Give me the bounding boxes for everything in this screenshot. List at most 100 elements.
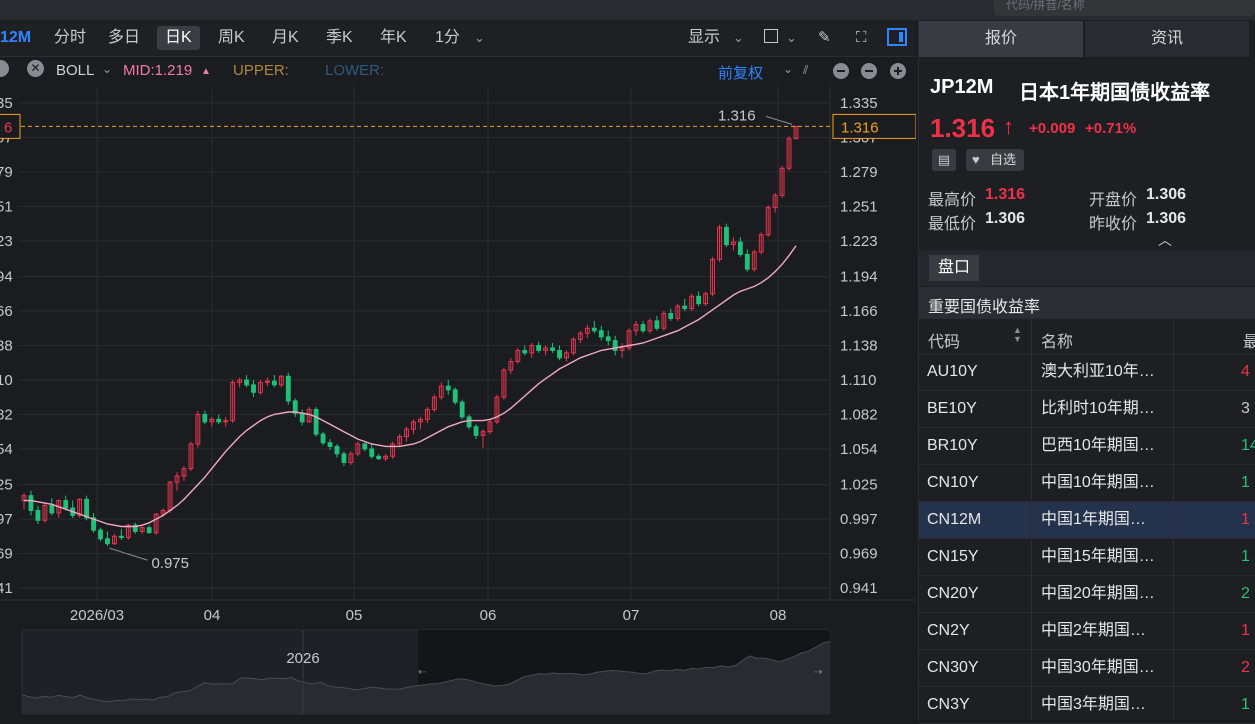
candle-body [237, 379, 243, 383]
table-row[interactable]: BR10Y 巴西10年期国… 14 [919, 428, 1255, 465]
collapse-up-icon[interactable]: ︿ [1158, 232, 1172, 248]
y-tick-label-left: 51 [0, 198, 13, 215]
tab-weekly-k[interactable]: 周K [218, 29, 245, 46]
table-row[interactable]: CN10Y 中国10年期国… 1 [919, 465, 1255, 502]
tab-daily-k[interactable]: 日K [157, 26, 200, 50]
time-navigator[interactable]: 2026 ⇠ ⇢ [0, 628, 916, 720]
zoom-out-icon[interactable] [861, 63, 877, 79]
tab-orderbook[interactable]: 盘口 [929, 255, 980, 281]
y-tick-label: 1.194 [840, 269, 878, 286]
collapse-icon[interactable] [0, 60, 9, 77]
chevron-down-icon[interactable]: ⌄ [474, 30, 485, 45]
y-tick-label-left: 97 [0, 511, 13, 528]
panel-toggle-bar [899, 32, 903, 42]
candle-body [132, 524, 138, 532]
watchlist-label: 自选 [990, 152, 1017, 167]
row-name: 中国30年期国… [1041, 659, 1155, 676]
candle-body [459, 401, 465, 418]
table-row[interactable]: AU10Y 澳大利亚10年… 4 [919, 354, 1255, 391]
table-row[interactable]: CN12M 中国1年期国… 1 [919, 502, 1255, 539]
table-row[interactable]: CN2Y 中国2年期国… 1 [919, 613, 1255, 650]
tab-1min[interactable]: 1分 [435, 29, 460, 46]
chevron-down-icon[interactable]: ⌄ [783, 62, 794, 76]
tab-news[interactable]: 资讯 [1085, 21, 1249, 57]
current-price-box [832, 113, 916, 139]
candlestick-chart[interactable]: 1.335351.307071.279791.251511.223231.194… [0, 87, 916, 627]
candle-body [626, 330, 632, 349]
table-row[interactable]: CN15Y 中国15年期国… 1 [919, 539, 1255, 576]
table-row[interactable]: CN20Y 中国20年期国… 2 [919, 576, 1255, 613]
tab-multiday[interactable]: 多日 [108, 29, 141, 46]
tab-intraday[interactable]: 分时 [54, 29, 87, 46]
section-title: 重要国债收益率 [928, 299, 1041, 316]
indicator-name[interactable]: BOLL [56, 62, 95, 79]
heart-icon: ♥ [972, 152, 980, 167]
high-value: 1.316 [985, 186, 1026, 203]
candle-body [369, 448, 375, 457]
candle-body [668, 312, 674, 319]
prev-close-value: 1.306 [1146, 210, 1187, 227]
display-menu[interactable]: 显示 [688, 29, 721, 46]
column-last[interactable]: 最 [1243, 334, 1255, 351]
candle-body [612, 340, 618, 351]
y-tick-label: 0.941 [840, 580, 878, 597]
navigator-line [21, 640, 831, 703]
candle-body [348, 453, 354, 463]
tab-yearly-k[interactable]: 年K [380, 29, 407, 46]
candle-body [77, 498, 83, 516]
row-last: 3 [1241, 400, 1250, 417]
left-price-label: 6 [4, 119, 12, 136]
table-row[interactable]: CN30Y 中国30年期国… 2 [919, 650, 1255, 687]
candle-body [591, 327, 597, 332]
symbol-code-label[interactable]: 12M [0, 29, 32, 46]
chevron-down-icon[interactable]: ⌄ [733, 30, 744, 45]
candle-body [577, 332, 583, 340]
candle-body [682, 305, 688, 310]
high-label: 最高价 [928, 192, 977, 209]
pen-icon[interactable]: ✎ [818, 29, 831, 46]
candle-body [737, 241, 743, 255]
panel-toggle-icon[interactable] [887, 28, 907, 46]
search-input[interactable]: 代码/拼音/名称 [994, 0, 1255, 16]
tab-quarterly-k[interactable]: 季K [326, 29, 353, 46]
axis-scale-icon[interactable]: ⫽ [803, 63, 809, 77]
fullscreen-icon[interactable]: ⛶ [856, 29, 867, 46]
candle-body [91, 517, 96, 531]
candle-body [710, 258, 715, 295]
chevron-down-icon[interactable]: ⌄ [102, 62, 113, 76]
y-tick-label: 1.054 [840, 441, 878, 458]
navigator-year-label: 2026 [286, 650, 319, 667]
row-name: 中国1年期国… [1041, 511, 1146, 528]
tab-monthly-k[interactable]: 月K [272, 29, 299, 46]
y-tick-label: 1.335 [840, 95, 878, 112]
candle-body [223, 420, 229, 423]
row-code: CN30Y [927, 659, 979, 676]
close-icon[interactable]: ✕ [27, 60, 44, 77]
chevron-down-icon[interactable]: ⌄ [786, 30, 797, 45]
row-code: CN15Y [927, 548, 979, 565]
candle-body [209, 418, 215, 423]
adjust-dropdown[interactable]: 前复权 [718, 65, 764, 82]
table-row[interactable]: BE10Y 比利时10年期… 3 [919, 391, 1255, 428]
column-name[interactable]: 名称 [1041, 334, 1074, 351]
candle-body [536, 345, 542, 351]
candle-body [466, 416, 472, 428]
square-icon[interactable] [764, 29, 778, 43]
low-value: 1.306 [985, 210, 1026, 227]
zoom-in-icon[interactable] [890, 63, 906, 79]
upper-value: UPPER: [233, 62, 289, 79]
remove-icon[interactable] [833, 63, 849, 79]
sort-icon[interactable]: ▲ ▼ [1013, 325, 1022, 344]
row-last: 4 [1241, 363, 1250, 380]
candle-body [383, 455, 389, 460]
add-watchlist-button[interactable]: ♥ 自选 [966, 149, 1024, 171]
table-row[interactable]: CN3Y 中国3年期国… 1 [919, 687, 1255, 724]
row-code: AU10Y [927, 363, 978, 380]
candle-body [793, 125, 799, 140]
note-icon[interactable]: ▤ [932, 149, 956, 171]
candle-body [779, 167, 785, 196]
navigator-handle-right: ⇢ [814, 667, 822, 678]
column-code[interactable]: 代码 [928, 334, 961, 351]
tab-quote[interactable]: 报价 [919, 21, 1083, 57]
candle-body [390, 443, 396, 457]
